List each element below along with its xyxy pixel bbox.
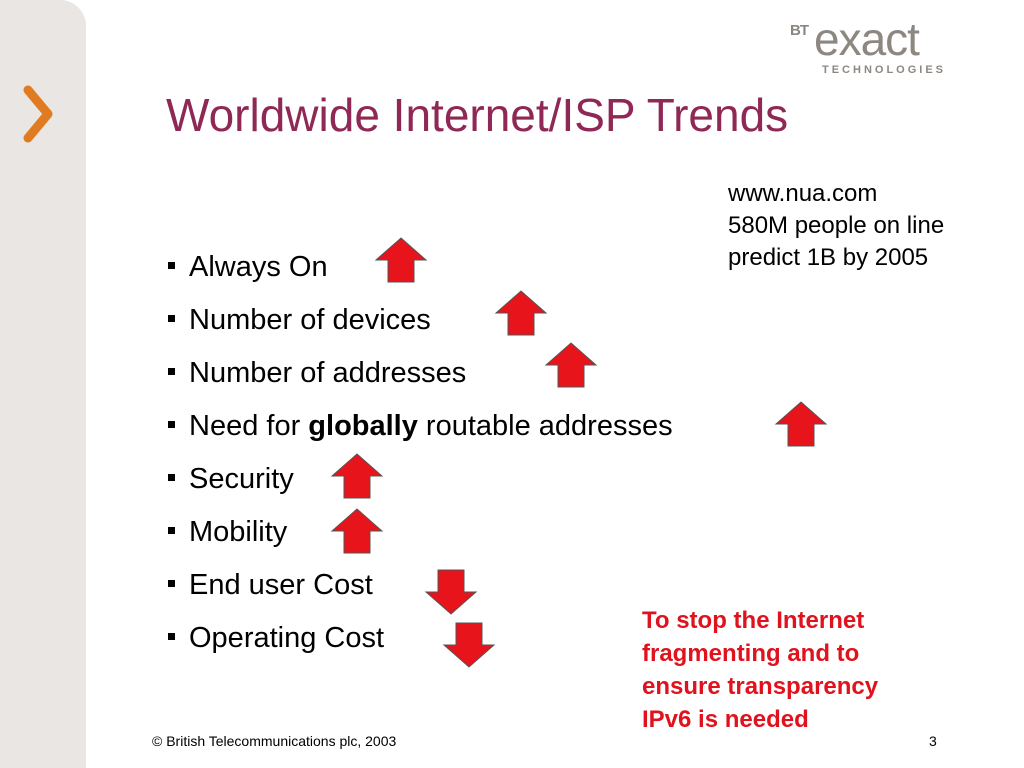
callout-line: IPv6 is needed — [642, 706, 809, 733]
slide-title: Worldwide Internet/ISP Trends — [166, 89, 789, 141]
bullet-text: Operating Cost — [189, 622, 385, 654]
bullet-square-icon — [168, 261, 175, 269]
bullet-square-icon — [168, 367, 175, 375]
bullet-item: Security — [166, 453, 673, 509]
arrow-down-icon — [442, 622, 496, 668]
bullet-square-icon — [168, 632, 175, 640]
callout-line: To stop the Internet — [642, 607, 865, 634]
arrow-up-icon — [330, 508, 384, 554]
bullet-text-post: routable addresses — [417, 410, 673, 442]
bullet-text: End user Cost — [189, 569, 373, 601]
arrow-up-icon — [330, 453, 384, 499]
note-line: www.nua.com — [728, 180, 878, 207]
trend-list: Always On Number of devices Number of ad… — [166, 237, 828, 668]
bullet-text: Mobility — [189, 516, 288, 548]
bullet-item: Mobility — [166, 508, 673, 562]
bt-exact-logo: BT exact TECHNOLOGIES — [786, 13, 947, 80]
arrow-up-icon — [374, 237, 428, 283]
arrow-up-icon — [544, 342, 598, 388]
arrow-up-icon — [494, 290, 548, 336]
page-number: 3 — [929, 733, 937, 749]
bullet-square-icon — [168, 526, 175, 534]
arrow-up-icon — [774, 401, 828, 447]
logo-technologies: TECHNOLOGIES — [822, 64, 947, 76]
note-line: predict 1B by 2005 — [728, 244, 929, 271]
logo-exact: exact — [814, 13, 920, 65]
copyright-footer: © British Telecommunications plc, 2003 — [152, 733, 397, 749]
bullet-item: Always On — [166, 237, 673, 297]
chevron-right-icon — [23, 85, 53, 143]
callout-line: fragmenting and to — [642, 640, 860, 667]
arrow-down-icon — [424, 569, 478, 615]
ipv6-callout: To stop the Internet fragmenting and to … — [642, 604, 878, 736]
bullet-square-icon — [168, 579, 175, 587]
source-note: www.nua.com 580M people on line predict … — [728, 178, 944, 274]
bullet-text: Number of devices — [189, 304, 431, 336]
slide-sidebar — [0, 0, 86, 768]
bullet-square-icon — [168, 314, 175, 322]
bullet-square-icon — [168, 420, 175, 428]
bullet-item: Need for globally routable addresses — [166, 401, 828, 456]
bullet-text: Always On — [189, 251, 328, 283]
bullet-text: Number of addresses — [189, 357, 467, 389]
bullet-square-icon — [168, 473, 175, 481]
bullet-item: Operating Cost — [166, 615, 673, 668]
bullet-item: Number of devices — [166, 290, 673, 350]
bullet-item: End user Cost — [166, 562, 673, 615]
logo-bt: BT — [790, 22, 809, 39]
bullet-text-pre: Need for — [189, 410, 309, 442]
bullet-text-bold: globally — [308, 410, 418, 442]
bullet-item: Number of addresses — [166, 342, 673, 403]
callout-line: ensure transparency — [642, 673, 879, 700]
bullet-text: Security — [189, 463, 294, 495]
note-line: 580M people on line — [728, 212, 945, 239]
